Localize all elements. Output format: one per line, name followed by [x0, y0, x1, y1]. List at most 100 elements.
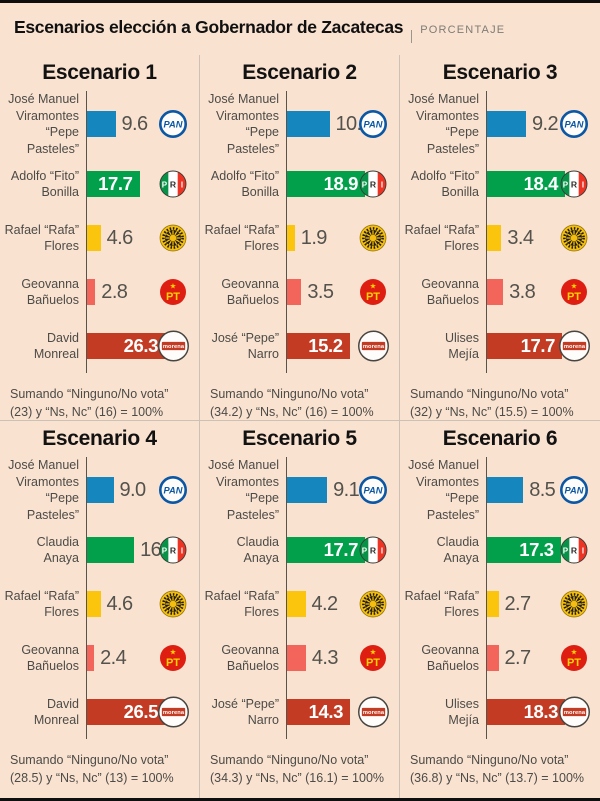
bar-chart: José Manuel Viramontes “Pepe Pasteles” 9.…: [400, 91, 600, 373]
svg-text:PT: PT: [166, 657, 180, 669]
value-bar-prd: [487, 225, 502, 251]
bar-row: Ulises Mejía 18.3 morena: [400, 685, 600, 739]
bar-row: Geovanna Bañuelos 2.4 ★ PT: [0, 631, 199, 685]
scenario-title: Escenario 6: [442, 427, 558, 450]
bar-track: 4.3 ★ PT: [286, 631, 399, 685]
candidate-name: Rafael “Rafa” Flores: [404, 222, 479, 254]
value-bar-pt: [87, 279, 96, 305]
candidate-name: José “Pepe” Narro: [211, 696, 279, 728]
bar-row: José “Pepe” Narro 14.3 morena: [200, 685, 399, 739]
scenario-panel: Escenario 5 José Manuel Viramontes “Pepe …: [200, 421, 400, 798]
bar-track: 9.6 PAN: [86, 91, 199, 157]
bar-value-label: 17.3: [519, 539, 554, 560]
bar-value-label: 4.6: [106, 226, 134, 249]
value-bar-prd: [287, 591, 306, 617]
svg-text:R: R: [170, 545, 177, 555]
candidate-name: José Manuel Viramontes “Pepe Pasteles”: [8, 92, 79, 156]
prd-logo-icon: [158, 223, 188, 253]
candidate-name: Claudia Anaya: [236, 534, 279, 566]
bar-value-label: 9.6: [121, 112, 149, 135]
value-bar-prd: [87, 225, 101, 251]
bar-track: 15.2 morena: [286, 319, 399, 373]
value-bar-pri: 18.9: [287, 171, 365, 197]
footnote: Sumando “Ninguno/No vota” (34.3) y “Ns, …: [210, 753, 385, 785]
svg-text:morena: morena: [163, 710, 185, 716]
svg-text:PAN: PAN: [164, 486, 183, 496]
candidate-name: José Manuel Viramontes “Pepe Pasteles”: [408, 458, 479, 522]
svg-text:PT: PT: [366, 657, 380, 669]
bar-row: Adolfo “Fito” Bonilla 17.7 P R I: [0, 157, 199, 211]
svg-text:P: P: [362, 546, 368, 555]
bar-track: 14.3 morena: [286, 685, 399, 739]
bar-value-label: 26.5: [123, 701, 159, 722]
bar-track: 2.7: [486, 577, 600, 631]
svg-text:PT: PT: [567, 291, 581, 303]
value-bar-pt: [287, 279, 302, 305]
pan-logo-icon: PAN: [559, 109, 589, 139]
candidate-name: Rafael “Rafa” Flores: [4, 222, 79, 254]
svg-text:R: R: [170, 179, 177, 189]
value-bar-prd: [487, 591, 499, 617]
candidate-name: José “Pepe” Narro: [211, 330, 279, 362]
bar-value-label: 8.5: [529, 478, 556, 501]
pt-logo-icon: ★ PT: [158, 643, 188, 673]
bar-track: 17.7 P R I: [286, 523, 399, 577]
bar-value-label: 9.0: [119, 478, 147, 501]
morena-logo-icon: morena: [357, 330, 390, 363]
value-bar-prd: [287, 225, 295, 251]
scenario-panel: Escenario 2 José Manuel Viramontes “Pepe …: [200, 55, 400, 421]
bar-value-label: 9.1: [333, 478, 360, 501]
svg-text:I: I: [582, 546, 584, 555]
value-bar-morena: 17.7: [487, 333, 562, 359]
bar-track: 18.3 morena: [486, 685, 600, 739]
value-bar-morena: 18.3: [487, 699, 565, 725]
candidate-name: Claudia Anaya: [436, 534, 479, 566]
scenarios-grid: Escenario 1 José Manuel Viramontes “Pepe …: [0, 55, 600, 798]
pt-logo-icon: ★ PT: [358, 277, 388, 307]
candidate-name: Geovanna Bañuelos: [421, 642, 479, 674]
bar-track: 3.4: [486, 211, 600, 265]
pan-logo-icon: PAN: [559, 475, 589, 505]
bar-row: Adolfo “Fito” Bonilla 18.9 P R I: [200, 157, 399, 211]
bar-row: Claudia Anaya 17.7 P R I: [200, 523, 399, 577]
value-bar-pt: [287, 645, 306, 671]
morena-logo-icon: morena: [558, 330, 591, 363]
bar-value-label: 17.7: [323, 539, 359, 560]
prd-logo-icon: [559, 223, 589, 253]
morena-logo-icon: morena: [558, 696, 591, 729]
bar-track: 9.2 PAN: [486, 91, 600, 157]
svg-text:PT: PT: [166, 291, 180, 303]
value-bar-pt: [487, 279, 504, 305]
svg-text:P: P: [362, 180, 368, 189]
bar-chart: José Manuel Viramontes “Pepe Pasteles” 10…: [200, 91, 399, 373]
value-bar-pan: [87, 111, 116, 137]
svg-text:I: I: [181, 180, 183, 189]
bar-row: David Monreal 26.5 morena: [0, 685, 199, 739]
candidate-name: Rafael “Rafa” Flores: [4, 588, 79, 620]
bar-value-label: 26.3: [123, 335, 159, 356]
bar-row: David Monreal 26.3 morena: [0, 319, 199, 373]
svg-text:R: R: [370, 179, 377, 189]
bar-track: 17.7 morena: [486, 319, 600, 373]
scenario-title: Escenario 5: [242, 427, 357, 450]
bar-value-label: 2.8: [101, 280, 128, 303]
value-bar-pri: 17.3: [487, 537, 561, 563]
candidate-name: David Monreal: [33, 330, 79, 362]
prd-logo-icon: [158, 589, 188, 619]
value-bar-pan: [487, 477, 524, 503]
bar-row: José Manuel Viramontes “Pepe Pasteles” 9.…: [400, 91, 600, 157]
scenario-panel: Escenario 1 José Manuel Viramontes “Pepe …: [0, 55, 200, 421]
bar-row: Rafael “Rafa” Flores 4.6: [0, 211, 199, 265]
value-bar-pan: [487, 111, 526, 137]
bar-row: Rafael “Rafa” Flores 4.6: [0, 577, 199, 631]
svg-text:P: P: [563, 546, 569, 555]
bar-row: José Manuel Viramontes “Pepe Pasteles” 10…: [200, 91, 399, 157]
candidate-name: Adolfo “Fito” Bonilla: [410, 168, 479, 200]
svg-text:★: ★: [170, 281, 177, 290]
bar-row: Geovanna Bañuelos 3.5 ★ PT: [200, 265, 399, 319]
bar-track: 16.0 P R I: [86, 523, 199, 577]
svg-text:P: P: [162, 546, 168, 555]
bar-chart: José Manuel Viramontes “Pepe Pasteles” 9.…: [0, 457, 199, 739]
bar-chart: José Manuel Viramontes “Pepe Pasteles” 9.…: [0, 91, 199, 373]
bar-track: 18.9 P R I: [286, 157, 399, 211]
